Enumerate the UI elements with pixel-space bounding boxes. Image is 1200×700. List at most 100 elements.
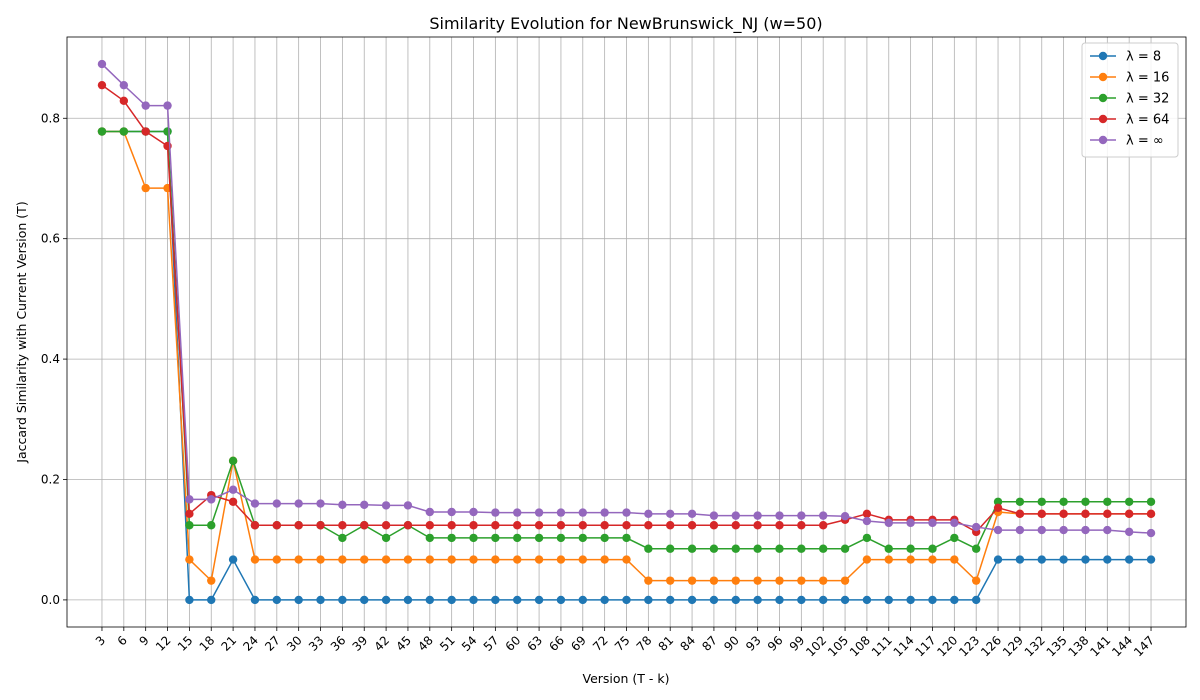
data-point (491, 555, 500, 564)
legend-item: λ = 16 (1090, 71, 1169, 86)
data-point (1146, 528, 1156, 538)
data-point (753, 595, 762, 605)
data-point (1059, 555, 1068, 564)
data-point (971, 595, 981, 605)
data-point (600, 508, 609, 517)
data-point (1081, 555, 1090, 564)
data-point (338, 533, 347, 543)
data-point (884, 518, 893, 528)
data-point (513, 533, 522, 543)
data-point (971, 576, 981, 585)
y-tick-label: 0.6 (41, 232, 60, 246)
data-point (381, 521, 391, 530)
data-point (250, 521, 260, 530)
data-point (294, 555, 303, 564)
legend-item: λ = 8 (1090, 50, 1161, 65)
data-point (578, 521, 587, 530)
data-point (731, 511, 740, 520)
data-point (272, 521, 282, 530)
data-point (1124, 509, 1134, 519)
legend: λ = 8 λ = 16 λ = 32 λ = 64 λ = ∞ (1081, 42, 1179, 158)
data-point (250, 499, 260, 508)
data-point (797, 544, 806, 553)
data-point (906, 555, 915, 564)
data-point (818, 521, 828, 530)
data-point (578, 508, 587, 517)
data-point (840, 576, 850, 585)
data-point (1059, 509, 1068, 519)
chart-title: Similarity Evolution for NewBrunswick_NJ… (429, 14, 822, 34)
data-point (250, 555, 260, 564)
data-point (403, 595, 413, 605)
data-point (556, 521, 566, 530)
data-point (491, 595, 500, 605)
data-point (906, 518, 915, 528)
data-point (993, 497, 1003, 506)
data-point (644, 521, 653, 530)
data-point (1103, 509, 1112, 519)
data-point (513, 508, 522, 517)
data-point (906, 544, 915, 553)
data-point (294, 521, 303, 530)
data-point (950, 595, 959, 605)
data-point (228, 555, 238, 564)
data-point (797, 521, 806, 530)
data-point (818, 544, 828, 553)
data-point (622, 595, 631, 605)
legend-label: λ = 32 (1126, 92, 1169, 107)
data-point (928, 518, 937, 528)
data-point (644, 509, 653, 519)
data-point (622, 533, 631, 543)
data-point (163, 101, 172, 110)
y-tick-label: 0.0 (41, 593, 60, 607)
data-point (687, 521, 697, 530)
data-point (316, 521, 325, 530)
data-point (600, 533, 609, 543)
data-point (316, 555, 325, 564)
x-axis-label: Version (T - k) (582, 671, 669, 686)
data-point (1059, 497, 1068, 506)
data-point (993, 503, 1003, 512)
data-point (360, 595, 369, 605)
data-point (272, 595, 282, 605)
data-point (753, 544, 762, 553)
data-point (753, 511, 762, 520)
data-point (381, 555, 391, 564)
data-point (862, 533, 872, 543)
data-point (1081, 525, 1090, 535)
data-point (1124, 497, 1134, 506)
data-point (971, 544, 981, 553)
data-point (1015, 497, 1025, 506)
data-point (709, 511, 719, 520)
y-tick-label: 0.4 (41, 352, 60, 366)
y-tick-label: 0.8 (41, 111, 60, 125)
data-point (709, 595, 719, 605)
data-point (163, 127, 172, 136)
data-point (294, 499, 303, 508)
data-point (950, 518, 959, 528)
data-point (469, 507, 478, 517)
data-point (381, 595, 391, 605)
data-point (207, 576, 216, 585)
data-point (228, 485, 238, 494)
data-point (207, 495, 216, 504)
legend-label: λ = ∞ (1126, 134, 1164, 149)
data-point (403, 501, 413, 510)
data-point (600, 521, 609, 530)
data-point (447, 533, 456, 543)
data-point (600, 555, 609, 564)
data-point (556, 533, 566, 543)
data-point (381, 533, 391, 543)
data-point (425, 595, 435, 605)
data-point (534, 521, 544, 530)
data-point (513, 555, 522, 564)
data-point (185, 555, 194, 564)
data-point (469, 521, 478, 530)
data-point (862, 555, 872, 564)
data-point (687, 509, 697, 519)
data-point (797, 595, 806, 605)
data-point (1146, 509, 1156, 519)
data-point (775, 544, 784, 553)
data-point (1103, 497, 1112, 506)
data-point (469, 533, 478, 543)
